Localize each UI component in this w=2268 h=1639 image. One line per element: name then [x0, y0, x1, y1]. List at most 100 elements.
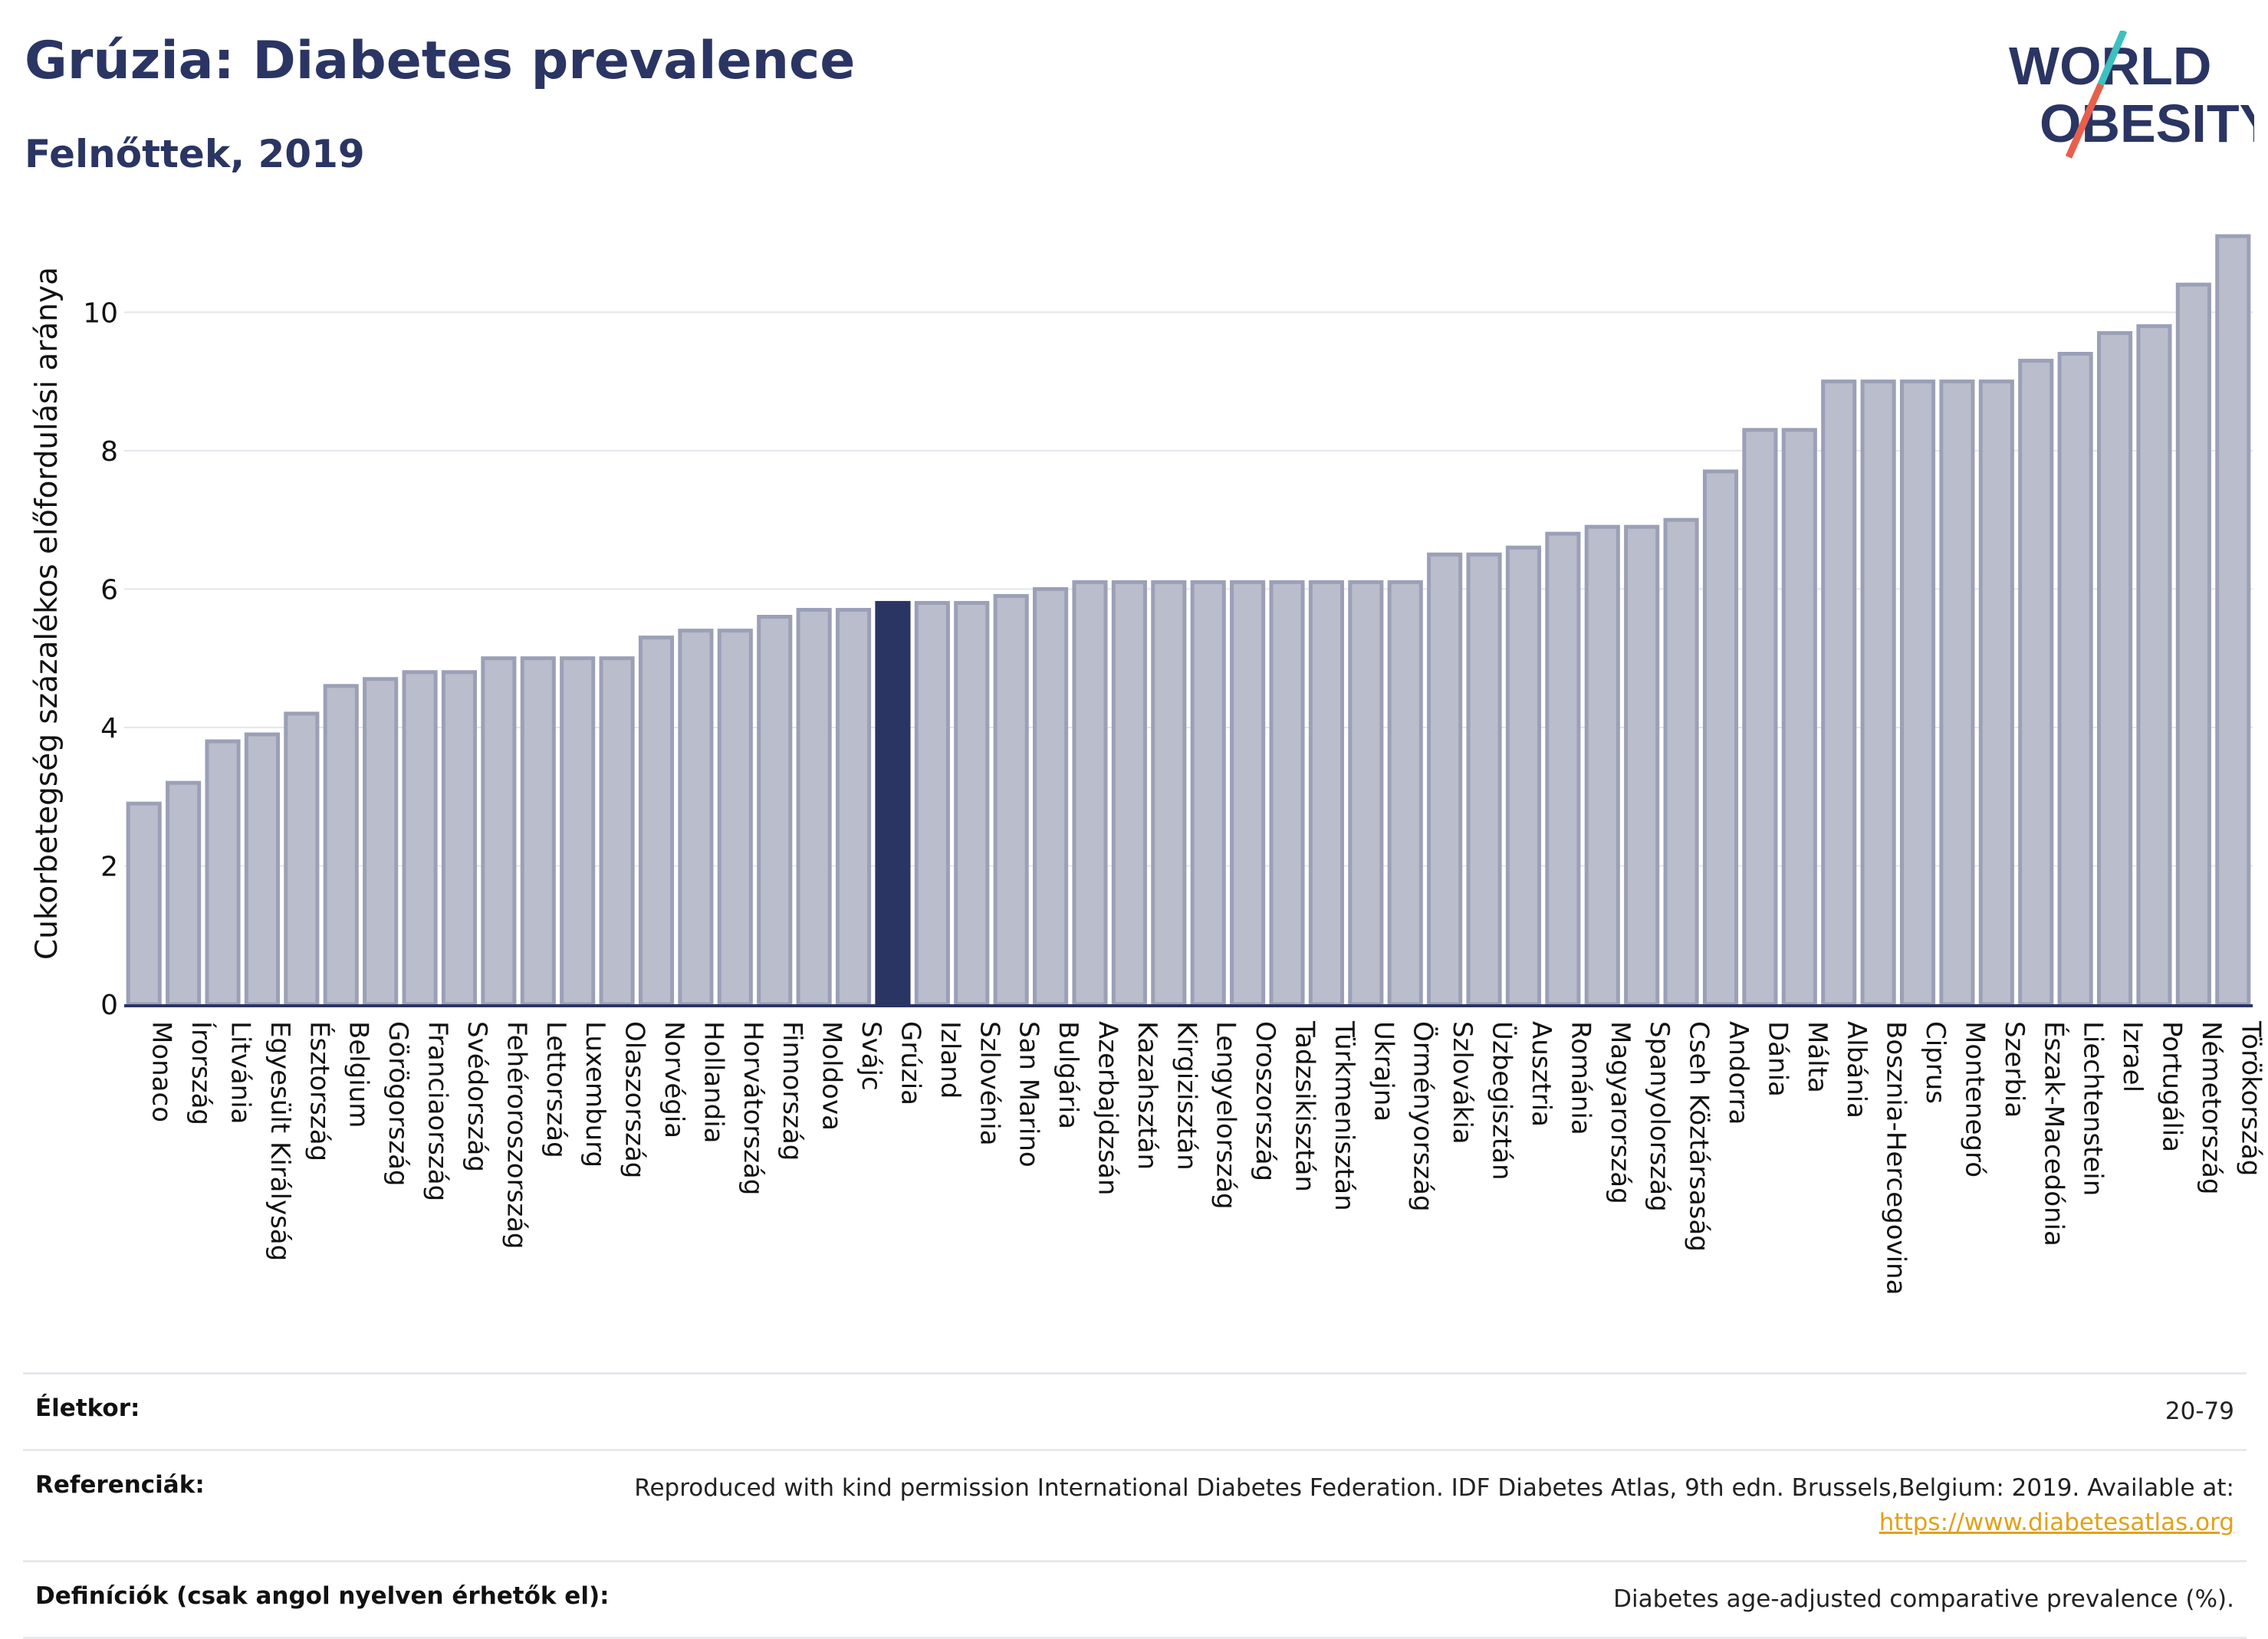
bar [1978, 379, 2014, 1007]
bars [126, 234, 2251, 1007]
x-tick-label: Észak-Macedónia [2038, 1021, 2069, 1246]
x-tick-label: Izrael [2117, 1021, 2148, 1092]
x-tick-label: Grúzia [895, 1021, 925, 1105]
bar [1663, 517, 1699, 1007]
x-tick-label: Litvánia [225, 1021, 256, 1125]
x-tick-label: Finnország [777, 1021, 807, 1161]
x-tick-label: Kazahsztán [1132, 1021, 1162, 1170]
bar [993, 593, 1029, 1007]
x-tick-label: Hollandia [698, 1021, 728, 1144]
x-tick-label: Bulgária [1053, 1021, 1083, 1129]
references-link[interactable]: https://www.diabetesatlas.org [1878, 1508, 2234, 1536]
x-tick-label: Tadzsikisztán [1290, 1020, 1320, 1192]
y-tick-label: 4 [100, 713, 118, 744]
x-tick-label: Spanyolország [1644, 1021, 1675, 1212]
x-tick-label: Üzbegisztán [1487, 1021, 1518, 1181]
x-tick-label: Románia [1565, 1021, 1596, 1135]
x-tick-label: Svédország [462, 1021, 492, 1172]
bar [1111, 580, 1147, 1007]
bar [284, 711, 320, 1007]
x-tick-label: Írország [186, 1021, 217, 1125]
info-row-references: Referenciák: Reproduced with kind permis… [23, 1448, 2247, 1560]
world-obesity-logo: WORLD OBESITY [2009, 31, 2254, 159]
bar [678, 629, 714, 1007]
bar [2175, 282, 2211, 1007]
x-tick-labels: Monaco Írország Litvánia Egyesült Királyság… [146, 1020, 2266, 1295]
bar [717, 629, 753, 1007]
x-tick-label: Cseh Köztársaság [1684, 1021, 1714, 1252]
x-tick-label: Izland [935, 1021, 965, 1099]
bar [1545, 531, 1581, 1007]
x-tick-label: Oroszország [1250, 1021, 1280, 1181]
x-tick-label: Ausztria [1526, 1021, 1556, 1127]
x-tick-label: Szlovákia [1447, 1021, 1477, 1145]
bar [520, 656, 556, 1007]
bar [638, 636, 675, 1007]
bar [126, 801, 162, 1007]
bar [1860, 379, 1896, 1007]
x-tick-label: Türkmenisztán [1329, 1020, 1359, 1211]
bar [1348, 580, 1384, 1007]
bar [914, 600, 950, 1007]
bar [1269, 580, 1305, 1007]
x-tick-label: San Marino [1014, 1021, 1044, 1168]
x-tick-label: Görögország [383, 1021, 413, 1187]
x-tick-label: Ciprus [1920, 1021, 1951, 1104]
x-tick-label: Magyarország [1605, 1021, 1635, 1204]
bar [1821, 379, 1857, 1007]
bar [2057, 352, 2093, 1007]
bar [835, 607, 872, 1007]
y-tick-label: 0 [100, 990, 118, 1021]
page-subtitle: Felnőttek, 2019 [25, 132, 365, 176]
y-tick-label: 10 [83, 297, 118, 329]
bar [796, 607, 832, 1007]
x-tick-label: Albánia [1841, 1021, 1872, 1118]
x-tick-label: Belgium [343, 1021, 374, 1128]
bar-chart: 0 2 4 6 8 10 Monaco Írország Litvánia Egyesült K… [30, 234, 2266, 1295]
bar [1742, 428, 1778, 1007]
bar [1466, 552, 1502, 1007]
page-title: Grúzia: Diabetes prevalence [25, 31, 856, 91]
bar [1505, 545, 1542, 1007]
x-tick-label: Norvégia [659, 1021, 689, 1138]
y-tick-label: 2 [100, 851, 118, 882]
x-tick-label: Észtország [304, 1021, 335, 1161]
x-tick-label: Egyesült Királyság [265, 1021, 295, 1261]
x-tick-label: Andorra [1723, 1021, 1754, 1125]
bar [1387, 580, 1423, 1007]
bar [205, 739, 241, 1007]
x-tick-label: Monaco [146, 1021, 177, 1122]
references-text: Reproduced with kind permission Internat… [634, 1473, 2234, 1502]
bar [1899, 379, 1936, 1007]
x-tick-label: Liechtenstein [2078, 1021, 2109, 1196]
x-tick-label: Lengyelország [1211, 1021, 1241, 1210]
bar [1427, 552, 1463, 1007]
bar [2097, 330, 2133, 1007]
bar [2215, 234, 2251, 1007]
x-tick-label: Ukrajna [1368, 1021, 1399, 1122]
bar [1033, 586, 1069, 1007]
bar [560, 656, 596, 1007]
x-tick-label: Svájc [856, 1021, 886, 1091]
x-tick-label: Olaszország [620, 1021, 650, 1178]
x-tick-label: Németország [2196, 1021, 2227, 1194]
y-tick-label: 8 [100, 436, 118, 468]
y-tick-labels: 0 2 4 6 8 10 [83, 297, 118, 1021]
bar [2136, 324, 2172, 1007]
y-axis-label: Cukorbetegség százalékos előfordulási ar… [30, 267, 64, 960]
x-tick-label: Lettország [541, 1021, 571, 1158]
age-label: Életkor: [35, 1394, 140, 1422]
bar [1190, 580, 1226, 1007]
bar-highlight [875, 600, 911, 1007]
x-tick-label: Montenegró [1959, 1021, 1990, 1178]
x-tick-label: Moldova [817, 1021, 847, 1131]
x-tick-label: Horvátország [738, 1021, 768, 1195]
definitions-label: Definíciók (csak angol nyelven érhetők e… [35, 1582, 610, 1610]
x-tick-label: Fehéroroszország [501, 1021, 531, 1249]
y-tick-label: 6 [100, 574, 118, 606]
bar [441, 670, 478, 1007]
bar [1624, 524, 1660, 1007]
bar [954, 600, 990, 1007]
info-row-age: Életkor: 20-79 [23, 1372, 2247, 1449]
bar [244, 732, 280, 1007]
